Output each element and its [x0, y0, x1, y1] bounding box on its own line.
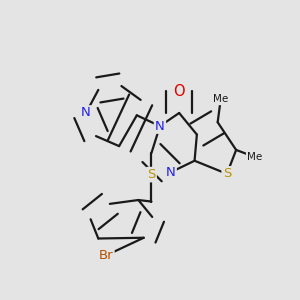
Text: N: N: [155, 120, 165, 133]
Text: N: N: [81, 106, 91, 119]
Text: S: S: [147, 168, 156, 181]
Text: Me: Me: [213, 94, 228, 104]
Text: O: O: [173, 84, 185, 99]
Text: Br: Br: [99, 249, 113, 262]
Text: Me: Me: [247, 152, 262, 162]
Text: S: S: [223, 167, 231, 180]
Text: N: N: [166, 166, 175, 179]
